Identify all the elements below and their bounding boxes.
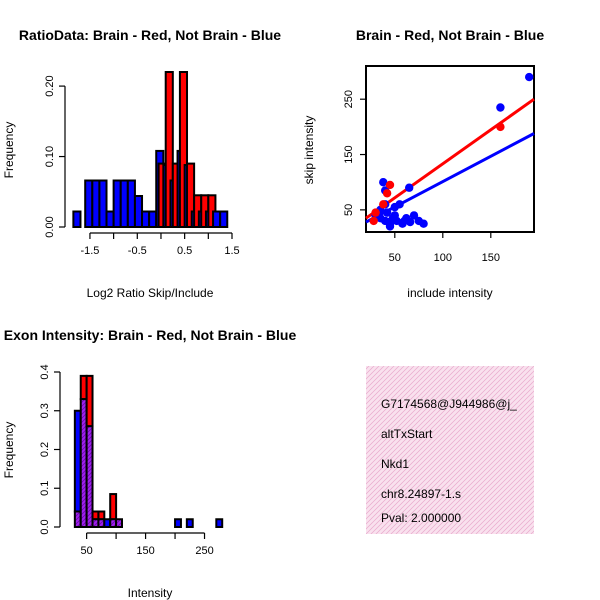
ratio-bar-not-brain (112, 179, 122, 228)
scatter-points (369, 72, 534, 231)
exon-y-tick-label: 0.0 (39, 519, 51, 534)
brain-point (379, 200, 388, 209)
scatter-y-tick-label: 50 (343, 204, 355, 216)
exon-bar-not-brain (185, 518, 194, 528)
brain-fit-line (365, 97, 535, 220)
ratio-bar-not-brain (98, 179, 108, 228)
ratio-x-tick-label: 1.5 (224, 245, 239, 257)
not-brain-point (376, 213, 385, 223)
not-brain-point (390, 202, 399, 212)
info-line-gene: Nkd1 (381, 457, 409, 471)
ratio-bar-not-brain (148, 210, 158, 228)
ratio-histogram-title: RatioData: Brain - Red, Not Brain - Blue (19, 27, 281, 43)
ratio-bar-not-brain (105, 210, 115, 228)
exon-histogram-ylabel: Frequency (2, 422, 16, 479)
exon-bar-brain (109, 493, 118, 521)
scatter-axes: 50 100 150 50 150 250 (343, 90, 500, 264)
ratio-bar-brain (178, 71, 189, 228)
info-panel: G7174568@J944986@j_ altTxStart Nkd1 chr8… (366, 366, 534, 534)
exon-x-tick-label: 150 (136, 545, 154, 557)
ratio-bar-not-brain (219, 210, 229, 228)
ratio-bar-not-brain (126, 179, 136, 228)
ratio-histogram-axes: 0.00 0.10 0.20 -1.5 -0.5 0.5 1.5 (44, 75, 240, 257)
scatter-title: Brain - Red, Not Brain - Blue (356, 27, 544, 43)
ratio-bar-not-brain (141, 210, 151, 228)
exon-histogram-bars (73, 374, 224, 528)
info-line-event-type: altTxStart (381, 427, 433, 441)
brain-point (496, 122, 505, 132)
ratio-bar-not-brain (84, 179, 94, 228)
brain-point (382, 189, 392, 198)
ratio-histogram-ylabel: Frequency (2, 122, 16, 179)
ratio-y-tick-label: 0.20 (44, 75, 56, 96)
info-panel-background (366, 366, 534, 534)
ratio-x-tick-label: -1.5 (80, 245, 99, 257)
exon-bar-not-brain (215, 518, 224, 528)
ratio-bar-not-brain (212, 210, 222, 228)
ratio-x-tick-label: -0.5 (128, 245, 147, 257)
not-brain-point (409, 211, 419, 220)
exon-histogram-xlabel: Intensity (128, 586, 173, 600)
exon-x-tick-label: 50 (81, 545, 93, 557)
exon-y-tick-label: 0.1 (39, 481, 51, 496)
exon-bar-overlap (115, 518, 123, 528)
ratio-y-tick-label: 0.10 (44, 146, 56, 167)
ratio-bar-not-brain (133, 195, 144, 228)
not-brain-point (392, 216, 401, 226)
not-brain-point (419, 219, 428, 228)
scatter-fit-lines (365, 97, 535, 224)
exon-x-tick-label: 250 (195, 545, 213, 557)
scatter-plot-box (365, 65, 535, 233)
scatter-x-tick-label: 100 (434, 252, 452, 264)
not-brain-point (379, 178, 388, 187)
ratio-histogram-panel: RatioData: Brain - Red, Not Brain - Blue… (2, 27, 281, 300)
not-brain-point (382, 208, 392, 217)
info-line-location: chr8.24897-1.s (381, 487, 461, 501)
ratio-bar-brain (164, 71, 174, 228)
exon-histogram-title: Exon Intensity: Brain - Red, Not Brain -… (4, 327, 297, 343)
not-brain-point (405, 183, 414, 192)
scatter-y-tick-label: 150 (343, 145, 355, 163)
brain-point (369, 216, 378, 226)
exon-bar-brain (85, 374, 94, 428)
not-brain-point (405, 217, 415, 227)
not-brain-point (525, 72, 534, 82)
exon-y-tick-label: 0.3 (39, 403, 51, 418)
info-line-event-id: G7174568@J944986@j_ (381, 397, 517, 411)
brain-point (385, 180, 395, 190)
ratio-histogram-bars (72, 71, 229, 229)
scatter-x-tick-label: 50 (389, 252, 401, 264)
scatter-ylabel: skip intensity (302, 116, 316, 185)
exon-histogram-axes: 0.0 0.1 0.2 0.3 0.4 50 150 250 (39, 364, 214, 557)
exon-histogram-panel: Exon Intensity: Brain - Red, Not Brain -… (2, 327, 296, 600)
exon-y-tick-label: 0.4 (39, 364, 51, 379)
ratio-histogram-xlabel: Log2 Ratio Skip/Include (87, 286, 214, 300)
not-brain-point (384, 217, 394, 227)
scatter-x-tick-label: 150 (482, 252, 500, 264)
scatter-y-tick-label: 250 (343, 90, 355, 108)
ratio-bar-not-brain (119, 179, 129, 228)
exon-bar-not-brain (174, 518, 182, 528)
not-brain-point (496, 103, 505, 112)
exon-bar-overlap (85, 425, 94, 528)
ratio-x-tick-label: 0.5 (177, 245, 192, 257)
intensity-scatter-panel: Brain - Red, Not Brain - Blue 50 100 15050… (302, 27, 544, 300)
brain-point (371, 208, 380, 217)
ratio-bar-not-brain (72, 210, 82, 228)
exon-y-tick-label: 0.2 (39, 442, 51, 457)
scatter-xlabel: include intensity (407, 286, 492, 300)
exon-bar-brain (97, 510, 106, 521)
ratio-y-tick-label: 0.00 (44, 216, 56, 237)
info-line-pval: Pval: 2.000000 (381, 511, 461, 525)
ratio-bar-not-brain (91, 179, 101, 228)
